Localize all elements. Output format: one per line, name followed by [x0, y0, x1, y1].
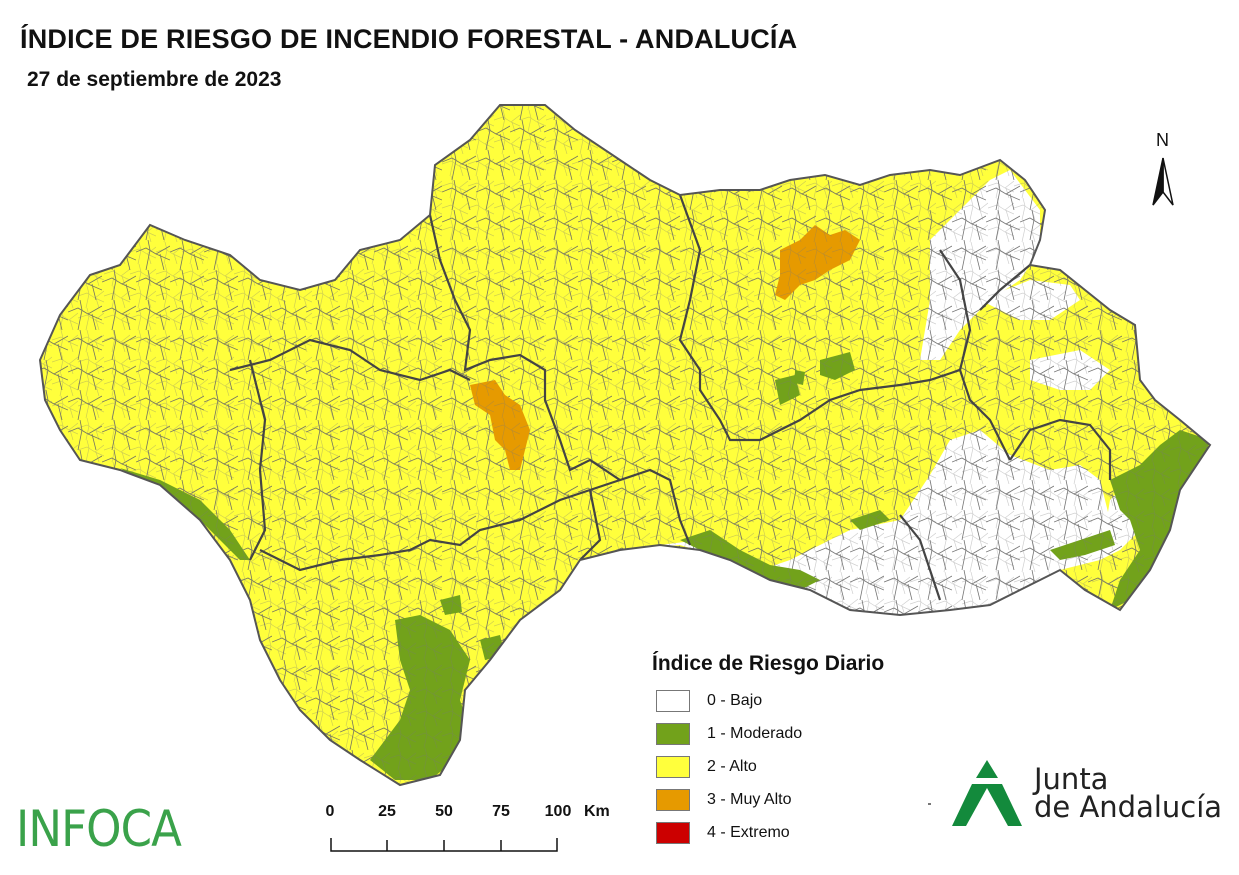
legend-label: 2 - Alto: [707, 758, 757, 775]
junta-line2: de Andalucía: [1034, 790, 1223, 824]
scale-tick-label: 25: [378, 803, 396, 820]
legend-item: 4 - Extremo: [652, 822, 884, 855]
scale-bar-line: [330, 838, 558, 852]
legend-label: 1 - Moderado: [707, 725, 803, 742]
legend-item: 3 - Muy Alto: [652, 789, 884, 822]
legend-title: Índice de Riesgo Diario: [652, 652, 885, 675]
scale-bar: 0 25 50 75 100 Km: [318, 800, 618, 860]
legend-swatch: [656, 789, 690, 811]
north-arrow: N: [1145, 130, 1181, 210]
legend-label: 3 - Muy Alto: [707, 791, 792, 808]
legend-item: 2 - Alto: [652, 756, 884, 789]
junta-line1: Junta: [1034, 762, 1109, 796]
legend-label: 4 - Extremo: [707, 824, 790, 841]
junta-andalucia-text: Junta de Andalucía: [1034, 762, 1223, 824]
scale-tick-label: 100: [544, 803, 572, 820]
north-letter: N: [1156, 130, 1169, 150]
scale-tick-label: 75: [492, 803, 510, 820]
legend-label: 0 - Bajo: [707, 692, 763, 709]
legend-item: 0 - Bajo: [652, 690, 884, 723]
legend-swatch: [656, 690, 690, 712]
legend-swatch: [656, 822, 690, 844]
legend: Índice de Riesgo Diario 0 - Bajo 1 - Mod…: [652, 652, 884, 855]
separator-dot: [928, 803, 931, 805]
scale-unit: Km: [584, 803, 610, 820]
map-title: ÍNDICE DE RIESGO DE INCENDIO FORESTAL - …: [20, 24, 798, 54]
legend-swatch: [656, 756, 690, 778]
infoca-logo: INFOCA: [16, 800, 182, 858]
scale-tick-label: 0: [325, 803, 335, 820]
junta-andalucia-logo-icon: [952, 760, 1022, 826]
north-arrow-icon: [1152, 157, 1174, 206]
legend-item: 1 - Moderado: [652, 723, 884, 756]
scale-tick-label: 50: [435, 803, 453, 820]
legend-swatch: [656, 723, 690, 745]
map-date: 27 de septiembre de 2023: [27, 68, 282, 91]
